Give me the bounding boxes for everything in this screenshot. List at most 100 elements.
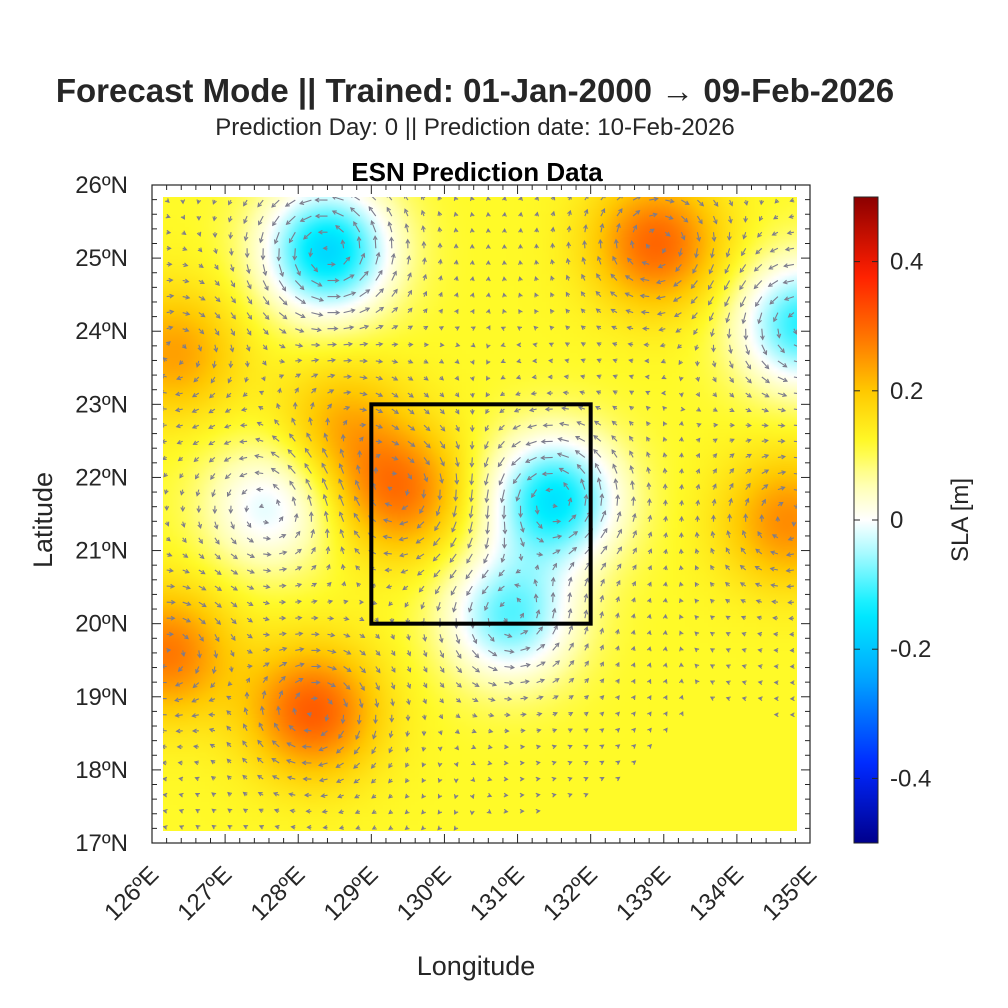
current-arrowhead (630, 662, 636, 668)
current-arrowhead (289, 808, 295, 814)
current-arrowhead (449, 574, 455, 580)
current-arrowhead (408, 359, 414, 364)
current-arrow (404, 209, 409, 217)
current-arrow (600, 208, 605, 217)
current-arrowhead (185, 294, 191, 300)
current-arrowhead (404, 809, 410, 815)
current-arrowhead (438, 638, 444, 644)
current-arrowhead (272, 792, 278, 797)
current-arrowhead (741, 319, 747, 325)
current-arrowhead (306, 712, 312, 717)
current-arrowhead (694, 647, 700, 653)
current-arrowhead (647, 531, 653, 537)
current-arrowhead (569, 677, 575, 683)
current-arrowhead (632, 547, 637, 553)
current-arrow (596, 273, 602, 281)
current-arrowhead (576, 421, 582, 426)
current-arrow (359, 682, 365, 691)
colorbar: 0.40.20-0.2-0.4 SLA [m] (853, 196, 974, 844)
current-arrowhead (226, 758, 232, 764)
current-arrowhead (612, 358, 618, 363)
current-arrowhead (335, 763, 341, 768)
current-arrowhead (453, 761, 459, 768)
current-arrowhead (710, 547, 715, 553)
current-arrowhead (629, 390, 635, 395)
current-arrowhead (299, 285, 305, 291)
current-arrow (614, 479, 618, 490)
current-arrow (593, 449, 602, 458)
current-arrow (761, 344, 767, 355)
current-arrowhead (580, 308, 586, 314)
current-arrowhead (518, 227, 523, 233)
current-arrowhead (453, 275, 459, 281)
current-arrowhead (346, 667, 352, 673)
current-arrowhead (754, 566, 760, 571)
current-arrowhead (662, 405, 668, 411)
axes-title: ESN Prediction Data (351, 157, 603, 187)
current-arrowhead (568, 695, 574, 700)
current-arrow (375, 270, 383, 281)
current-arrow (295, 632, 303, 635)
current-arrowhead (694, 631, 700, 637)
current-arrow (631, 481, 634, 490)
current-arrowhead (502, 276, 507, 282)
current-arrow (632, 197, 641, 201)
current-arrowhead (584, 197, 589, 199)
current-arrowhead (787, 312, 793, 318)
current-arrow (584, 626, 588, 635)
current-arrow (295, 312, 305, 318)
current-arrowhead (583, 609, 589, 615)
current-arrowhead (163, 357, 168, 362)
current-arrowhead (519, 760, 525, 766)
current-arrow (321, 463, 328, 474)
current-arrowhead (347, 341, 354, 347)
current-arrowhead (177, 456, 183, 462)
current-arrowhead (469, 810, 475, 816)
current-arrowhead (490, 637, 495, 642)
current-arrowhead (679, 598, 684, 604)
current-arrowhead (484, 444, 489, 450)
current-arrow (355, 480, 361, 490)
current-arrowhead (507, 696, 513, 702)
current-arrow (466, 585, 473, 596)
current-arrowhead (361, 668, 366, 674)
current-arrowhead (644, 374, 650, 380)
current-arrow (375, 666, 381, 673)
current-arrowhead (599, 760, 605, 766)
current-arrow (758, 312, 763, 324)
x-tick-label: 127ºE (172, 861, 237, 926)
current-arrowhead (469, 197, 475, 202)
current-arrow (777, 360, 787, 368)
current-arrow (454, 489, 457, 501)
current-arrowhead (346, 374, 352, 380)
current-arrow (278, 280, 286, 291)
current-arrowhead (163, 825, 168, 830)
current-arrowhead (742, 234, 747, 240)
current-arrowhead (474, 653, 480, 659)
current-arrowhead (423, 325, 429, 331)
current-arrow (198, 650, 201, 658)
current-arrowhead (652, 212, 658, 218)
current-arrowhead (679, 468, 684, 474)
current-arrowhead (247, 633, 253, 639)
current-arrowhead (242, 808, 248, 813)
current-arrowhead (292, 707, 298, 713)
current-arrowhead (515, 496, 521, 502)
current-arrowhead (295, 692, 301, 698)
current-arrowhead (422, 308, 428, 314)
current-arrow (777, 455, 785, 458)
current-arrow (552, 625, 558, 635)
current-arrow (230, 585, 238, 591)
current-arrowhead (617, 546, 623, 552)
current-arrow (407, 456, 415, 463)
current-arrowhead (257, 202, 262, 208)
current-arrowhead (292, 255, 298, 261)
current-arrowhead (746, 422, 752, 428)
current-arrowhead (335, 310, 341, 315)
current-arrow (246, 264, 250, 274)
current-arrowhead (796, 442, 797, 444)
current-arrowhead (657, 263, 663, 269)
current-arrowhead (233, 554, 239, 560)
current-arrowhead (644, 358, 650, 364)
current-arrowhead (556, 452, 562, 457)
